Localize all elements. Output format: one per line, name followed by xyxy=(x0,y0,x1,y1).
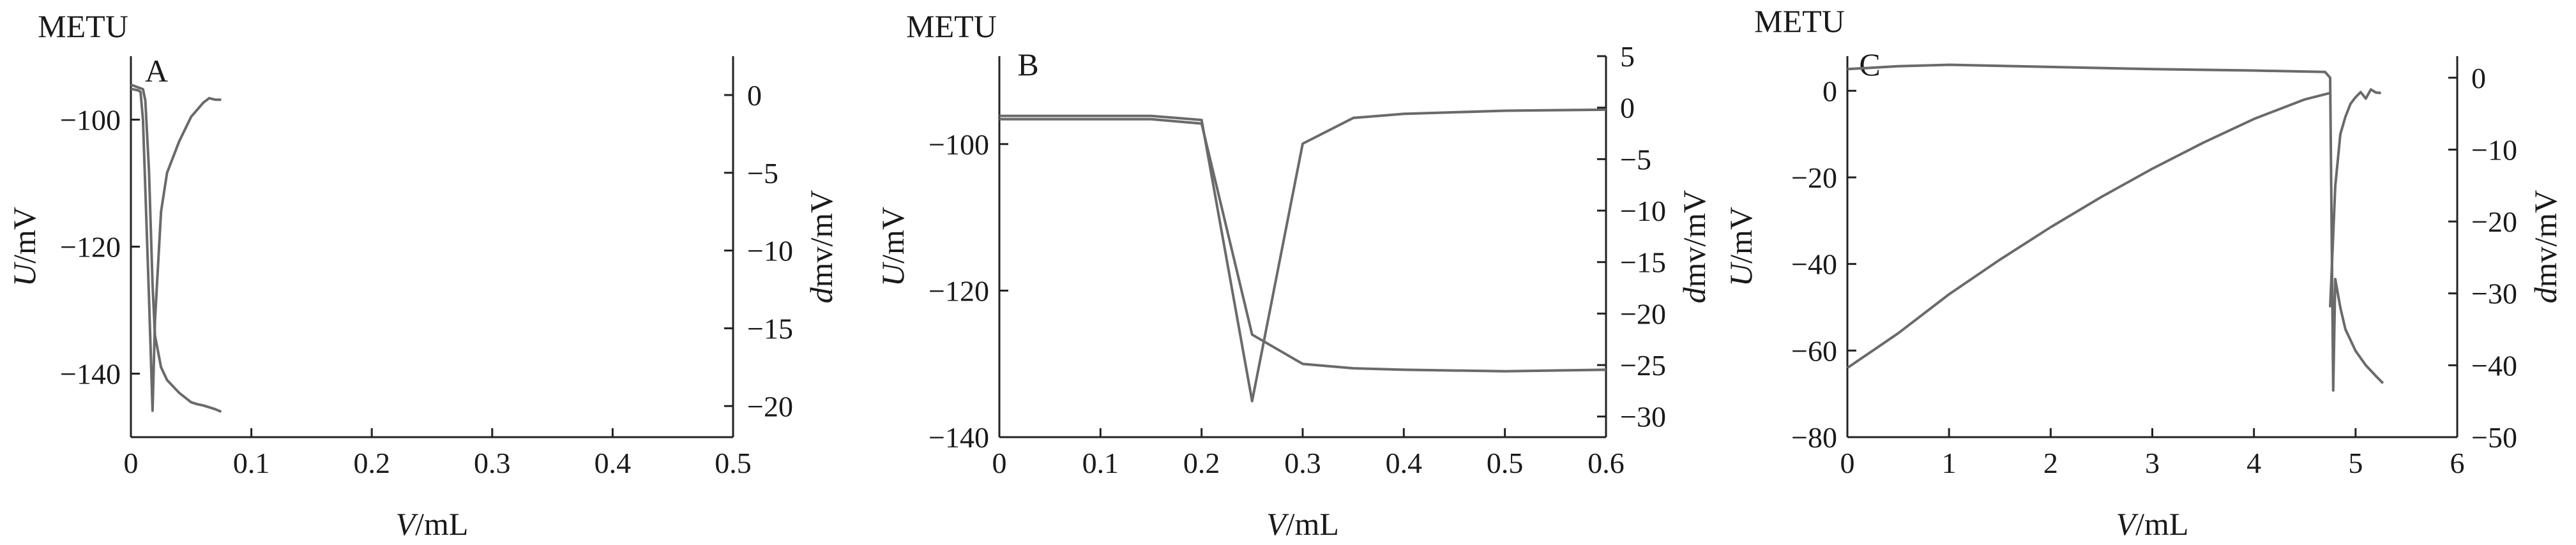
series-line-3 xyxy=(2329,88,2381,308)
x-tick-label: 0.4 xyxy=(595,447,632,479)
y-tick-label: −80 xyxy=(1791,421,1837,454)
y-tick-label: −140 xyxy=(60,358,121,391)
series-line-1 xyxy=(130,83,222,414)
y-tick-label: −40 xyxy=(1791,248,1837,281)
y2-tick-label: −20 xyxy=(1620,297,1666,330)
brand-label: METU xyxy=(1754,3,1845,39)
y-tick-label: −100 xyxy=(928,128,989,161)
y2-tick-label: 5 xyxy=(1620,40,1635,73)
brand-label: METU xyxy=(38,8,128,44)
chart-panel-c: 0 1 2 3 4 5 60−20−40−60−800−10−20−30−40−50METU… xyxy=(1723,3,2563,542)
y2-tick-label: −20 xyxy=(2471,205,2517,238)
panel-letter: B xyxy=(1017,47,1038,82)
y2-tick-label: −30 xyxy=(2471,278,2517,310)
y2-axis-label: dmv/mV xyxy=(803,190,839,304)
y2-tick-label: −20 xyxy=(747,390,793,422)
y2-tick-label: −10 xyxy=(2471,133,2517,166)
x-tick-label: 0 xyxy=(124,447,139,479)
x-tick-label: 1 xyxy=(1942,447,1957,479)
series-line-1 xyxy=(1846,91,2331,370)
y-axis-label: U/mV xyxy=(875,207,911,287)
y-tick-label: −20 xyxy=(1791,161,1837,194)
y2-tick-label: −30 xyxy=(1620,401,1666,433)
y2-tick-label: −10 xyxy=(1620,195,1666,227)
y2-tick-label: 0 xyxy=(2471,62,2486,94)
y2-tick-label: −10 xyxy=(747,235,793,267)
x-tick-label: 0 xyxy=(1840,447,1855,479)
y-tick-label: −140 xyxy=(928,421,989,454)
chart-panel-a: 0 0.1 0.2 0.3 0.4 0.5 −100 −120 −140 0 −5 −10 −15 −20… xyxy=(6,8,839,542)
panel-letter: A xyxy=(145,53,168,89)
series-line-2 xyxy=(999,108,1607,403)
series-line-1 xyxy=(999,117,1607,373)
panel-letter: C xyxy=(1859,47,1880,82)
y2-axis-label: dmv/mV xyxy=(1676,190,1712,304)
x-tick-label: 3 xyxy=(2145,447,2160,479)
x-tick-label: 0 xyxy=(992,447,1007,479)
x-tick-label: 0.5 xyxy=(1487,447,1524,479)
x-tick-label: 0.3 xyxy=(474,447,511,479)
y-tick-label: −60 xyxy=(1791,334,1837,367)
y2-axis-label: dmv/mV xyxy=(2527,190,2563,304)
x-tick-label: 6 xyxy=(2450,447,2465,479)
y-axis-label: U/mV xyxy=(6,207,42,287)
x-tick-label: 2 xyxy=(2043,447,2058,479)
brand-label: METU xyxy=(906,8,997,44)
x-tick-label: 4 xyxy=(2246,447,2261,479)
x-tick-label: 0.5 xyxy=(715,447,752,479)
x-tick-label: 0.2 xyxy=(1183,447,1220,479)
y2-tick-label: −25 xyxy=(1620,349,1666,382)
y-tick-label: −120 xyxy=(928,274,989,307)
series-line-2 xyxy=(1847,63,2384,392)
x-tick-label: 5 xyxy=(2348,447,2363,479)
y2-tick-label: −40 xyxy=(2471,349,2517,382)
y2-tick-label: 0 xyxy=(747,79,762,112)
chart-panel-b: 0 0.1 0.2 0.3 0.4 0.5 0.6 −100 −120 −140 5 0 −5 −10 −1… xyxy=(875,8,1712,542)
y2-tick-label: −5 xyxy=(1620,143,1651,175)
x-tick-label: 0.6 xyxy=(1587,447,1625,479)
x-axis-label: V/mL xyxy=(1266,506,1339,542)
x-tick-label: 0.1 xyxy=(233,447,270,479)
x-tick-label: 0.1 xyxy=(1082,447,1119,479)
y-tick-label: 0 xyxy=(1822,75,1837,107)
y2-tick-label: −50 xyxy=(2471,421,2517,454)
x-axis-label: V/mL xyxy=(396,506,469,542)
y-tick-label: −100 xyxy=(60,104,121,137)
y-tick-label: −120 xyxy=(60,231,121,264)
y2-tick-label: −15 xyxy=(747,312,793,345)
series-line-2 xyxy=(130,87,222,412)
x-tick-label: 0.3 xyxy=(1284,447,1321,479)
x-axis-label: V/mL xyxy=(2116,506,2189,542)
y2-tick-label: 0 xyxy=(1620,92,1635,124)
y-axis-label: U/mV xyxy=(1723,207,1759,287)
y2-tick-label: −5 xyxy=(747,157,778,190)
y2-tick-label: −15 xyxy=(1620,246,1666,279)
x-tick-label: 0.2 xyxy=(353,447,390,479)
x-tick-label: 0.4 xyxy=(1386,447,1423,479)
